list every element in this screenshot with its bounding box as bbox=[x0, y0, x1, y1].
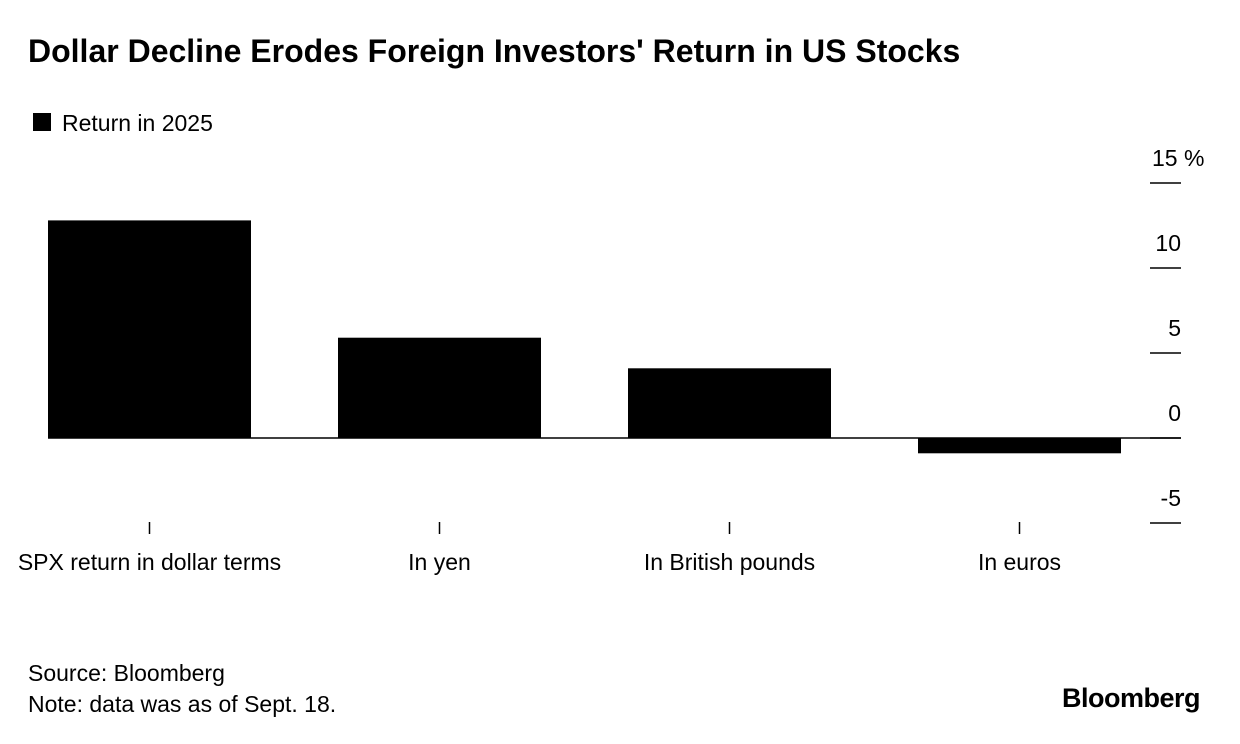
brand-logo: Bloomberg bbox=[1062, 683, 1200, 713]
x-tick-label: In yen bbox=[408, 549, 471, 575]
source: Source: Bloomberg bbox=[28, 660, 225, 686]
x-tick-label: In euros bbox=[977, 549, 1062, 575]
note: Note: data was as of Sept. 18. bbox=[28, 691, 336, 717]
bar bbox=[338, 337, 541, 438]
x-tick-label: In British pounds bbox=[643, 549, 816, 575]
y-tick-label: 0 bbox=[1168, 400, 1181, 426]
chart-title: Dollar Decline Erodes Foreign Investors'… bbox=[28, 33, 960, 69]
legend-label: Return in 2025 bbox=[62, 110, 213, 136]
y-tick-label: 15 % bbox=[1152, 145, 1204, 171]
y-tick-label: -5 bbox=[1161, 485, 1181, 511]
bar bbox=[48, 220, 251, 438]
y-tick-label: 5 bbox=[1168, 315, 1181, 341]
bar bbox=[628, 368, 831, 438]
legend-swatch bbox=[33, 113, 51, 131]
x-tick-label: SPX return in dollar terms bbox=[17, 549, 282, 575]
y-tick-label: 10 bbox=[1155, 230, 1181, 256]
bar bbox=[918, 438, 1121, 454]
